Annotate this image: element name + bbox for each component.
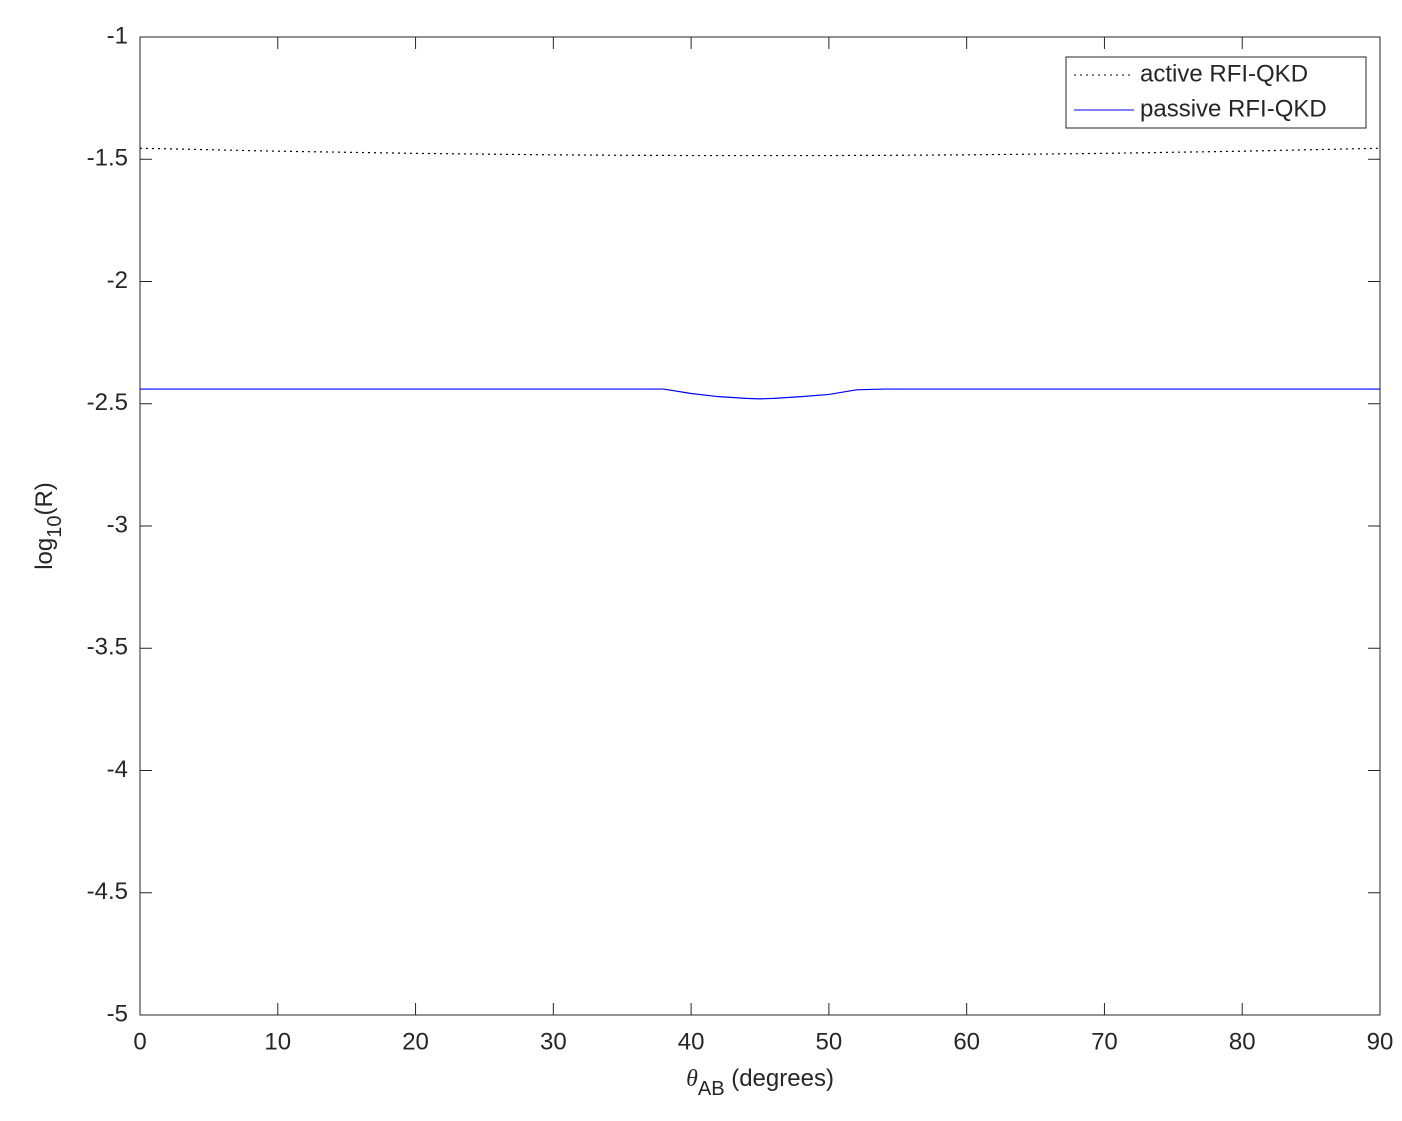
y-axis-label: log10(R) <box>31 482 66 570</box>
y-label-sub: 10 <box>44 516 66 538</box>
x-tick-label: 70 <box>1091 1028 1118 1055</box>
x-label-sub: AB <box>698 1078 725 1100</box>
x-tick-label: 90 <box>1367 1028 1394 1055</box>
y-label-rest: (R) <box>31 482 58 515</box>
legend-label: active RFI-QKD <box>1140 60 1308 87</box>
y-tick-label: -4 <box>107 756 128 783</box>
x-tick-label: 60 <box>953 1028 980 1055</box>
y-tick-label: -4.5 <box>87 878 128 905</box>
x-tick-label: 30 <box>540 1028 567 1055</box>
x-label-rest: (degrees) <box>725 1065 834 1092</box>
y-tick-label: -2.5 <box>87 389 128 416</box>
x-label-main: θ <box>686 1066 698 1092</box>
x-axis-label: θAB (degrees) <box>686 1065 834 1100</box>
x-tick-label: 10 <box>264 1028 291 1055</box>
x-tick-label: 20 <box>402 1028 429 1055</box>
legend-label: passive RFI-QKD <box>1140 95 1327 122</box>
y-label-main: log <box>31 538 58 570</box>
y-tick-label: -5 <box>107 1000 128 1027</box>
y-tick-label: -1.5 <box>87 145 128 172</box>
x-tick-label: 80 <box>1229 1028 1256 1055</box>
y-tick-label: -2 <box>107 267 128 294</box>
legend-box <box>1065 56 1367 129</box>
x-tick-label: 50 <box>816 1028 843 1055</box>
series-line <box>140 388 1380 400</box>
x-tick-label: 40 <box>678 1028 705 1055</box>
x-tick-label: 0 <box>133 1028 146 1055</box>
y-tick-label: -1 <box>107 22 128 49</box>
y-tick-label: -3 <box>107 511 128 538</box>
y-tick-label: -3.5 <box>87 634 128 661</box>
plot-area <box>139 36 1381 1016</box>
